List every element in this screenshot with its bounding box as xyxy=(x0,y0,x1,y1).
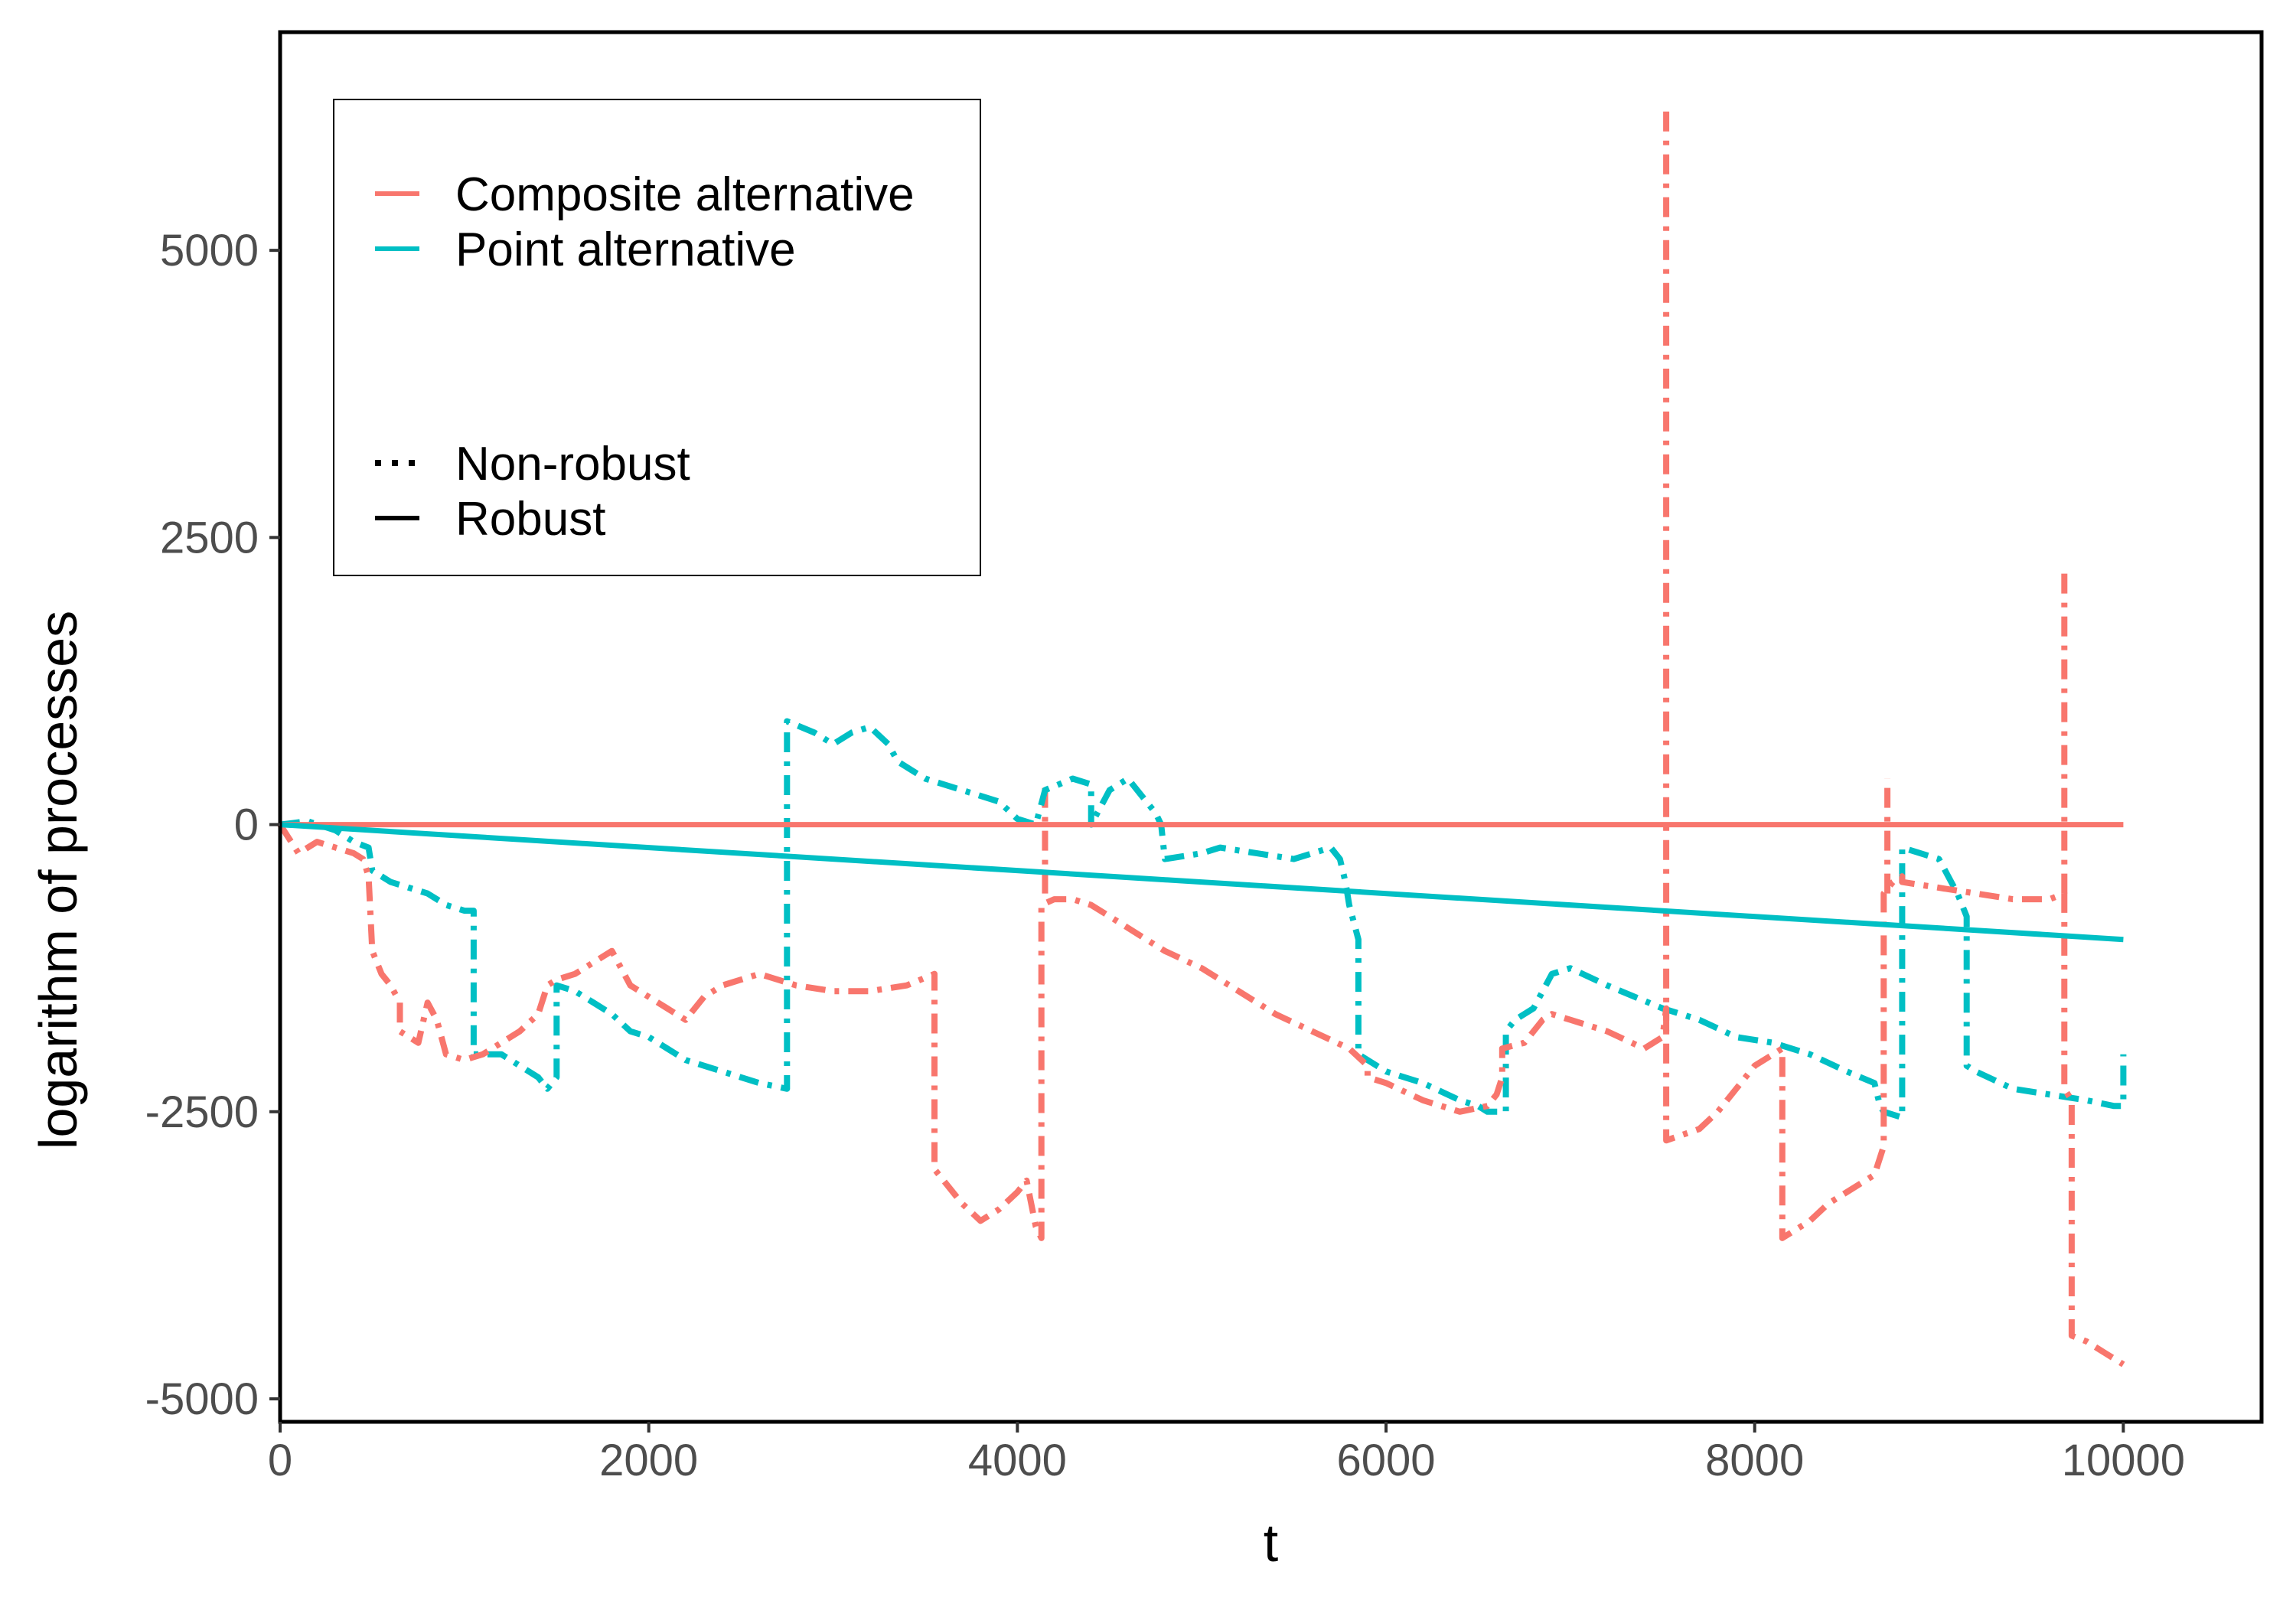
x-axis-title: t xyxy=(1264,1513,1278,1573)
legend-label-point: Point alternative xyxy=(455,223,796,276)
series-line-point-alternative-robust xyxy=(279,822,2124,943)
y-tick-label: 2500 xyxy=(160,513,259,562)
x-tick-label: 8000 xyxy=(1705,1436,1804,1485)
x-tick-label: 10000 xyxy=(2062,1436,2185,1485)
legend-label-robust: Robust xyxy=(455,493,605,546)
series-line-point-alternative-non-robust xyxy=(279,718,2127,1121)
legend: Composite alternative Point alternative … xyxy=(333,99,981,576)
y-tick-label: 0 xyxy=(234,800,259,850)
axis-layer: 0 2000 4000 6000 8000 10000 -5000 -2500 0 2500 500… xyxy=(145,226,2185,1485)
y-tick-label: -5000 xyxy=(145,1374,259,1424)
x-tick-label: 4000 xyxy=(968,1436,1067,1485)
legend-label-non-robust: Non-robust xyxy=(455,438,690,491)
y-tick-label: 5000 xyxy=(160,226,259,275)
legend-label-composite: Composite alternative xyxy=(455,168,915,221)
y-axis-title: logarithm of processes xyxy=(28,611,88,1149)
series-layer xyxy=(277,106,2127,1367)
x-tick-label: 2000 xyxy=(599,1436,698,1485)
y-tick-label: -2500 xyxy=(145,1087,259,1137)
series-line-composite-alternative-non-robust xyxy=(277,823,2125,1367)
x-tick-label: 6000 xyxy=(1337,1436,1436,1485)
x-tick-label: 0 xyxy=(268,1436,292,1485)
legend-box xyxy=(333,99,981,576)
plot-panel-border xyxy=(278,30,2264,1424)
